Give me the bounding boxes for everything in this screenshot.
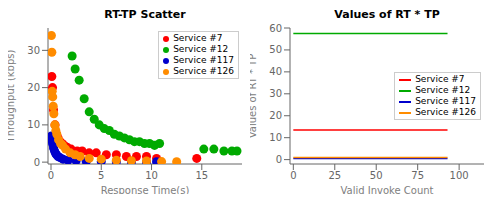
html-text:Service #117: Service #117 bbox=[173, 55, 234, 65]
svg-text:30: 30 bbox=[269, 88, 282, 99]
svg-text:20: 20 bbox=[27, 82, 40, 93]
html-text:Service #7: Service #7 bbox=[415, 74, 465, 84]
svg-text:10: 10 bbox=[269, 132, 282, 143]
svg-text:20: 20 bbox=[269, 110, 282, 121]
svg-text:0: 0 bbox=[290, 170, 296, 181]
html-text:Service #7: Service #7 bbox=[173, 33, 223, 43]
svg-text:Values of RT * TP: Values of RT * TP bbox=[250, 54, 258, 139]
svg-text:50: 50 bbox=[370, 170, 383, 181]
svg-text:25: 25 bbox=[328, 170, 341, 181]
svg-text:10: 10 bbox=[27, 119, 40, 130]
svg-text:Valid Invoke Count: Valid Invoke Count bbox=[340, 185, 433, 194]
svg-text:15: 15 bbox=[195, 170, 208, 181]
svg-text:Throughput (kbps): Throughput (kbps) bbox=[8, 50, 16, 144]
svg-text:30: 30 bbox=[27, 45, 40, 56]
svg-text:0: 0 bbox=[276, 154, 282, 165]
html-text:RT-TP Scatter: RT-TP Scatter bbox=[104, 8, 186, 21]
svg-text:100: 100 bbox=[450, 170, 469, 181]
svg-text:75: 75 bbox=[411, 170, 424, 181]
html-text:Service #12: Service #12 bbox=[173, 44, 229, 54]
svg-text:60: 60 bbox=[269, 23, 282, 34]
html-text:Service #126: Service #126 bbox=[173, 66, 234, 76]
html-text:Service #117: Service #117 bbox=[415, 96, 476, 106]
svg-text:0: 0 bbox=[34, 157, 40, 168]
html-text:Values of RT * TP: Values of RT * TP bbox=[334, 8, 440, 21]
html-text:Service #12: Service #12 bbox=[415, 85, 471, 95]
svg-text:10: 10 bbox=[145, 170, 158, 181]
svg-text:0: 0 bbox=[48, 170, 54, 181]
svg-text:50: 50 bbox=[269, 44, 282, 55]
html-text:Service #126: Service #126 bbox=[415, 107, 476, 117]
svg-text:40: 40 bbox=[269, 66, 282, 77]
svg-text:Response Time(s): Response Time(s) bbox=[101, 185, 190, 194]
svg-text:5: 5 bbox=[98, 170, 104, 181]
